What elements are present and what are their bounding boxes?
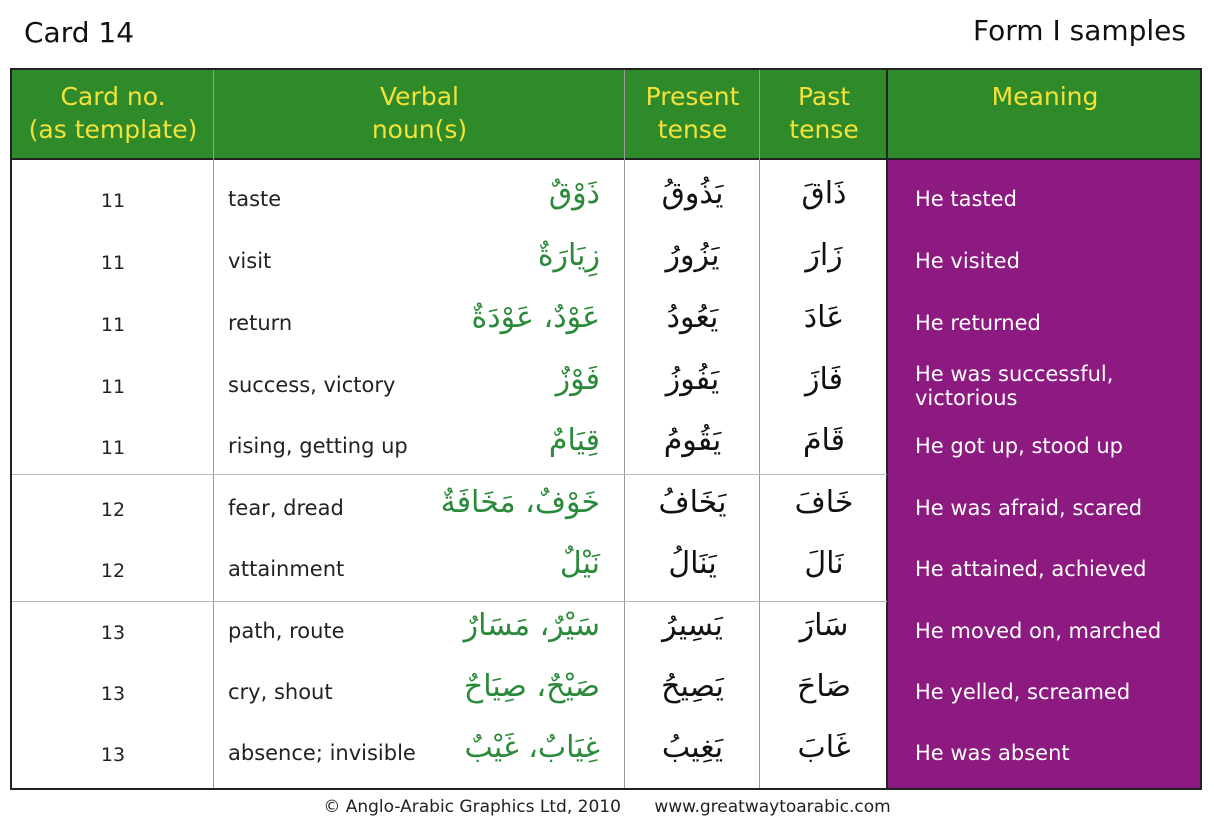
meaning: He yelled, screamed	[915, 680, 1131, 704]
present-tense: يَعُودُ	[666, 300, 719, 335]
english-noun: absence; invisible	[228, 741, 416, 765]
card-number: 11	[100, 190, 126, 212]
present-tense: يَفُوزُ	[665, 362, 720, 397]
card-number: 11	[100, 437, 126, 459]
arabic-verbal-noun: قِيَامٌ	[548, 423, 600, 458]
card-title: Card 14	[24, 16, 135, 49]
table-row: 11 taste ذَوْقٌ يَذُوقُ ذَاقَ He tasted	[12, 170, 1200, 232]
meaning: He moved on, marched	[915, 619, 1162, 643]
arabic-verbal-noun: صَيْحٌ، صِيَاحٌ	[463, 669, 600, 704]
header-card-no: Card no. (as template)	[12, 80, 214, 146]
column-divider	[759, 70, 760, 788]
arabic-verbal-noun: نَيْلٌ	[559, 546, 600, 581]
meaning: He attained, achieved	[915, 557, 1147, 581]
meaning: He got up, stood up	[915, 434, 1123, 458]
card-number: 11	[100, 252, 126, 274]
present-tense: يَذُوقُ	[661, 176, 724, 211]
group-separator	[12, 601, 887, 602]
present-tense: يَزُورُ	[665, 238, 720, 273]
past-tense: نَالَ	[804, 546, 844, 581]
footer: © Anglo-Arabic Graphics Ltd, 2010 www.gr…	[0, 797, 1214, 817]
meaning: He tasted	[915, 187, 1017, 211]
meaning: He returned	[915, 311, 1041, 335]
table-row: 13 absence; invisible غِيَابٌ، غَيْبٌ يَغِي…	[12, 724, 1200, 786]
past-tense: عَادَ	[803, 300, 845, 335]
present-tense: يَصِيحُ	[661, 669, 724, 704]
header-line: Verbal	[380, 82, 459, 111]
header-line: Meaning	[991, 82, 1099, 111]
table-row: 11 return عَوْدٌ، عَوْدَةٌ يَعُودُ عَادَ He r…	[12, 294, 1200, 356]
page-title: Form I samples	[973, 14, 1186, 47]
copyright: © Anglo-Arabic Graphics Ltd, 2010	[323, 797, 621, 817]
past-tense: صَاحَ	[797, 669, 851, 704]
meaning: He was afraid, scared	[915, 496, 1143, 520]
card-number: 11	[100, 314, 126, 336]
past-tense: فَازَ	[805, 362, 843, 397]
table-row: 13 cry, shout صَيْحٌ، صِيَاحٌ يَصِيحُ صَاحَ H…	[12, 663, 1200, 725]
card-number: 12	[100, 499, 126, 521]
header-meaning: Meaning	[888, 80, 1202, 113]
past-tense: ذَاقَ	[801, 176, 847, 211]
arabic-verbal-noun: غِيَابٌ، غَيْبٌ	[464, 730, 600, 765]
header-line: Past	[797, 82, 851, 111]
header-line: Card no.	[60, 82, 166, 111]
past-tense: زَارَ	[805, 238, 843, 273]
card-number: 13	[100, 622, 126, 644]
arabic-verbal-noun: عَوْدٌ، عَوْدَةٌ	[471, 300, 600, 335]
arabic-verbal-noun: فَوْزٌ	[555, 362, 600, 397]
table-row: 13 path, route سَيْرٌ، مَسَارٌ يَسِيرُ سَارَ…	[12, 602, 1200, 664]
column-divider	[213, 70, 214, 788]
english-noun: taste	[228, 187, 282, 211]
english-noun: rising, getting up	[228, 434, 408, 458]
english-noun: fear, dread	[228, 496, 344, 520]
past-tense: قَامَ	[802, 423, 846, 458]
past-tense: سَارَ	[799, 608, 849, 643]
group-separator	[12, 474, 887, 475]
verb-table: Card no. (as template) Verbal noun(s) Pr…	[10, 68, 1202, 790]
table-header: Card no. (as template) Verbal noun(s) Pr…	[12, 70, 1200, 160]
present-tense: يَسِيرُ	[662, 608, 723, 643]
header-past: Past tense	[760, 80, 888, 146]
header-line: (as template)	[28, 115, 198, 144]
table-row: 11 visit زِيَارَةٌ يَزُورُ زَارَ He visited	[12, 232, 1200, 294]
english-noun: cry, shout	[228, 680, 333, 704]
header-line: noun(s)	[371, 115, 468, 144]
card-number: 13	[100, 744, 126, 766]
present-tense: يَقُومُ	[663, 423, 722, 458]
english-noun: success, victory	[228, 373, 396, 397]
present-tense: يَنَالُ	[668, 546, 717, 581]
english-noun: path, route	[228, 619, 345, 643]
meaning: He was absent	[915, 741, 1070, 765]
english-noun: return	[228, 311, 293, 335]
header-line: tense	[657, 115, 728, 144]
header-line: Present	[645, 82, 740, 111]
english-noun: attainment	[228, 557, 345, 581]
column-divider	[624, 70, 625, 788]
past-tense: خَافَ	[794, 485, 854, 520]
present-tense: يَخَافُ	[658, 485, 727, 520]
column-divider	[886, 70, 888, 788]
header-verbal-noun: Verbal noun(s)	[214, 80, 625, 146]
arabic-verbal-noun: سَيْرٌ، مَسَارٌ	[463, 608, 600, 643]
card-number: 12	[100, 560, 126, 582]
header-present: Present tense	[625, 80, 760, 146]
meaning-column-background	[887, 158, 1200, 788]
meaning: He was successful, victorious	[915, 362, 1114, 410]
table-row: 11 rising, getting up قِيَامٌ يَقُومُ قَامَ H…	[12, 417, 1200, 479]
header-line: tense	[789, 115, 859, 144]
card-number: 13	[100, 683, 126, 705]
present-tense: يَغِيبُ	[661, 730, 724, 765]
arabic-verbal-noun: خَوْفٌ، مَخَافَةٌ	[440, 485, 600, 520]
website-link[interactable]: www.greatwaytoarabic.com	[654, 797, 891, 817]
table-row: 12 attainment نَيْلٌ يَنَالُ نَالَ He attaine…	[12, 540, 1200, 602]
meaning: He visited	[915, 249, 1020, 273]
past-tense: غَابَ	[797, 730, 851, 765]
table-row: 12 fear, dread خَوْفٌ، مَخَافَةٌ يَخَافُ خَا…	[12, 479, 1200, 541]
table-row: 11 success, victory فَوْزٌ يَفُوزُ فَازَ He w…	[12, 356, 1200, 418]
arabic-verbal-noun: ذَوْقٌ	[548, 176, 600, 211]
card-number: 11	[100, 376, 126, 398]
english-noun: visit	[228, 249, 272, 273]
arabic-verbal-noun: زِيَارَةٌ	[537, 238, 600, 273]
